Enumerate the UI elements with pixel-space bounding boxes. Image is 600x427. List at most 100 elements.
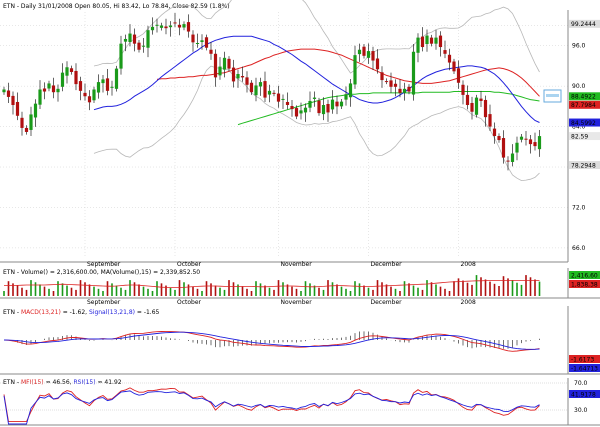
- candle-body: [159, 25, 164, 28]
- candle-body: [195, 43, 200, 45]
- volume-bar: [363, 285, 365, 296]
- x-axis-month-labels: September September October October November…: [87, 261, 476, 306]
- candle-body: [267, 90, 272, 95]
- volume-bar: [138, 284, 140, 296]
- volume-bar: [309, 283, 311, 296]
- candle-body: [465, 94, 470, 106]
- candle-body: [389, 80, 393, 87]
- volume-bar: [129, 280, 131, 296]
- volume-bar: [385, 284, 388, 296]
- candle-body: [137, 42, 141, 50]
- candle-body: [470, 102, 474, 112]
- candle-body: [407, 86, 411, 92]
- candle-body: [524, 138, 528, 140]
- candle-body: [420, 36, 425, 48]
- volume-bar: [268, 287, 271, 296]
- volume-bar: [417, 287, 419, 296]
- candle-body: [24, 127, 29, 132]
- candle-body: [231, 67, 236, 82]
- chart-widget-bar: [546, 94, 559, 97]
- month-label: December: [371, 261, 403, 268]
- lower-bollinger-band: [93, 65, 540, 182]
- candle-body: [263, 81, 267, 98]
- price-tag-ma20: 84.5992: [571, 120, 596, 127]
- volume-bar: [151, 291, 154, 296]
- candle-body: [83, 92, 87, 97]
- candle-body: [218, 66, 222, 76]
- volume-bar: [201, 291, 203, 296]
- candle-body: [29, 114, 33, 130]
- candle-body: [38, 89, 42, 105]
- volume-bar: [75, 289, 77, 296]
- volume-bar: [205, 281, 208, 296]
- candle-body: [317, 100, 321, 114]
- volume-bar: [295, 288, 298, 296]
- volume-bar: [484, 279, 487, 296]
- volume-bar: [318, 287, 320, 296]
- volume-bar: [156, 281, 158, 296]
- candle-body: [11, 95, 15, 106]
- candle-body: [213, 53, 218, 78]
- volume-bar: [30, 280, 32, 296]
- month-label-volume: 2008: [461, 299, 476, 306]
- mfi-line: [3, 387, 540, 423]
- candle-body: [411, 51, 416, 95]
- volume-bar: [228, 280, 230, 296]
- volume-bar: [277, 280, 280, 296]
- volume-bar: [376, 280, 379, 296]
- mfi-header: ETN - MFI(15) = 46.56, RSI(15) = 41.92: [3, 379, 122, 386]
- candle-body: [371, 51, 375, 61]
- volume-bar: [111, 283, 113, 296]
- volume-bar: [259, 283, 262, 296]
- candle-body: [501, 138, 506, 158]
- volume-bar: [448, 291, 451, 296]
- volume-bar: [327, 280, 329, 296]
- candle-body: [42, 88, 47, 92]
- volume-bar: [43, 286, 46, 296]
- volume-bar: [340, 286, 343, 296]
- candle-body: [51, 85, 56, 93]
- volume-bar: [183, 282, 185, 296]
- volume-bar: [219, 287, 221, 296]
- volume-bar: [507, 278, 509, 296]
- volume-bar: [430, 282, 433, 296]
- macd-tag-bg: [569, 355, 600, 363]
- candle-body: [506, 160, 510, 162]
- volume-bar: [435, 284, 437, 296]
- volume-bar: [453, 281, 455, 296]
- volume-bar: [66, 285, 68, 296]
- volume-bar: [394, 288, 397, 296]
- candle-body: [434, 37, 438, 44]
- candle-body: [236, 74, 240, 79]
- volume-bar: [255, 281, 257, 296]
- candle-body: [533, 142, 537, 147]
- candle-body: [321, 105, 326, 115]
- volume-bar: [169, 287, 172, 296]
- volume-bar: [345, 288, 347, 296]
- month-label: September: [87, 261, 121, 268]
- volume-bar: [79, 280, 82, 296]
- candle-body: [20, 117, 24, 128]
- volume-bar: [367, 287, 370, 296]
- volume-bar: [93, 286, 95, 296]
- candle-body: [281, 98, 285, 100]
- volume-bar: [322, 289, 325, 296]
- volume-bar: [70, 287, 73, 296]
- volume-bar: [250, 291, 253, 296]
- price-tag-bg: [569, 92, 600, 101]
- candle-body: [339, 101, 344, 107]
- candle-body: [303, 107, 308, 113]
- candle-body: [119, 43, 123, 69]
- candle-body: [74, 70, 78, 85]
- volume-bar: [502, 276, 505, 296]
- candle-body: [348, 83, 353, 98]
- candle-body: [488, 114, 492, 127]
- candle-body: [438, 35, 443, 48]
- candle-body: [519, 136, 524, 140]
- volume-last-tag-bg: [569, 271, 600, 279]
- volume-bar: [34, 282, 37, 296]
- volume-bar: [133, 282, 136, 296]
- volume-bar: [403, 281, 406, 296]
- price-tick-label: 84.0: [572, 124, 586, 131]
- volume-bar: [21, 287, 23, 296]
